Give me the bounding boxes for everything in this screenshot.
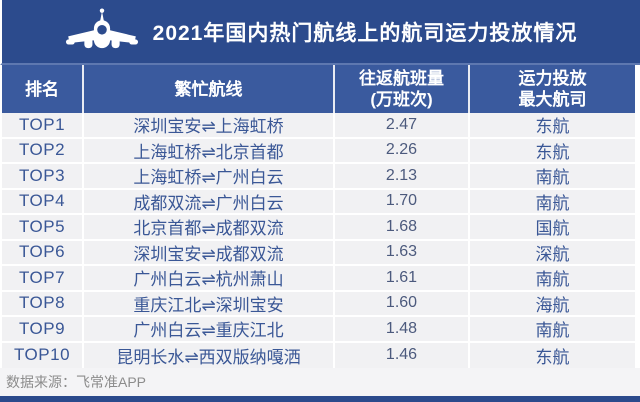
table-row: TOP1 深圳宝安⇌上海虹桥 2.47 东航 <box>2 113 635 139</box>
footer: 数据来源：飞常准APP <box>0 368 640 396</box>
table-row: TOP3 上海虹桥⇌广州白云 2.13 南航 <box>2 164 635 190</box>
rank-cell: TOP9 <box>2 317 84 341</box>
column-header-flights-line2: (万班次) <box>370 90 433 109</box>
flights-cell: 2.26 <box>335 138 470 162</box>
table-header-row: 排名 繁忙航线 往返航班量 (万班次) 运力投放 最大航司 <box>2 65 635 113</box>
rank-cell: TOP10 <box>2 342 84 368</box>
route-cell: 深圳宝安⇌成都双流 <box>84 240 335 264</box>
airline-cell: 深航 <box>535 244 570 264</box>
table-row: TOP6 深圳宝安⇌成都双流 1.63 深航 <box>2 240 635 266</box>
column-header-route: 繁忙航线 <box>84 65 335 113</box>
rank-cell: TOP2 <box>2 138 84 162</box>
rank-cell: TOP7 <box>2 266 84 290</box>
route-cell: 深圳宝安⇌上海虹桥 <box>84 113 335 137</box>
column-header-airline: 运力投放 最大航司 <box>470 65 635 113</box>
flights-cell: 1.61 <box>335 266 470 290</box>
flights-cell: 1.68 <box>335 215 470 239</box>
table-row: TOP4 成都双流⇌广州白云 1.70 南航 <box>2 189 635 215</box>
table-row: TOP10 昆明长水⇌西双版纳嘎洒 1.46 东航 <box>2 342 635 368</box>
flights-cell: 2.47 <box>335 113 470 137</box>
airline-cell: 国航 <box>535 219 570 239</box>
flights-cell: 1.46 <box>335 342 470 368</box>
airline-cell: 南航 <box>535 321 570 341</box>
routes-table: 排名 繁忙航线 往返航班量 (万班次) 运力投放 最大航司 TOP1 深圳宝安⇌… <box>0 65 640 368</box>
column-header-route-label: 繁忙航线 <box>174 79 243 99</box>
flights-cell: 1.63 <box>335 240 470 264</box>
rank-cell: TOP3 <box>2 164 84 188</box>
column-header-rank: 排名 <box>2 65 84 113</box>
rank-cell: TOP8 <box>2 291 84 315</box>
data-source-label: 数据来源：飞常准APP <box>6 374 147 390</box>
column-header-flights-line1: 往返航班量 <box>359 69 444 88</box>
page-title: 2021年国内热门航线上的航司运力投放情况 <box>152 21 578 45</box>
table-row: TOP2 上海虹桥⇌北京首都 2.26 东航 <box>2 138 635 164</box>
route-cell: 广州白云⇌重庆江北 <box>84 317 335 341</box>
column-header-flights: 往返航班量 (万班次) <box>335 65 470 113</box>
airline-cell: 南航 <box>535 168 570 188</box>
airline-cell: 东航 <box>535 142 570 162</box>
bottom-bar <box>0 396 640 402</box>
route-cell: 上海虹桥⇌北京首都 <box>84 138 335 162</box>
flights-cell: 1.60 <box>335 291 470 315</box>
route-cell: 重庆江北⇌深圳宝安 <box>84 291 335 315</box>
rank-cell: TOP4 <box>2 189 84 213</box>
banner: 2021年国内热门航线上的航司运力投放情况 <box>0 0 640 65</box>
flights-cell: 2.13 <box>335 164 470 188</box>
airline-cell: 南航 <box>535 193 570 213</box>
rank-cell: TOP1 <box>2 113 84 137</box>
rank-cell: TOP5 <box>2 215 84 239</box>
airplane-front-icon <box>65 7 138 48</box>
table-row: TOP8 重庆江北⇌深圳宝安 1.60 海航 <box>2 291 635 317</box>
route-cell: 上海虹桥⇌广州白云 <box>84 164 335 188</box>
table-body: TOP1 深圳宝安⇌上海虹桥 2.47 东航 TOP2 上海虹桥⇌北京首都 2.… <box>2 113 635 368</box>
rank-cell: TOP6 <box>2 240 84 264</box>
route-cell: 北京首都⇌成都双流 <box>84 215 335 239</box>
airline-cell: 东航 <box>535 117 570 137</box>
table-row: TOP9 广州白云⇌重庆江北 1.48 南航 <box>2 317 635 343</box>
airline-cell: 海航 <box>535 295 570 315</box>
table-row: TOP7 广州白云⇌杭州萧山 1.61 南航 <box>2 266 635 292</box>
route-cell: 成都双流⇌广州白云 <box>84 189 335 213</box>
route-cell: 昆明长水⇌西双版纳嘎洒 <box>84 342 335 368</box>
airline-cell: 南航 <box>535 270 570 290</box>
column-header-airline-line2: 最大航司 <box>518 90 587 109</box>
flights-cell: 1.48 <box>335 317 470 341</box>
column-header-airline-line1: 运力投放 <box>518 69 587 88</box>
airline-cell: 东航 <box>535 347 570 367</box>
route-cell: 广州白云⇌杭州萧山 <box>84 266 335 290</box>
table-row: TOP5 北京首都⇌成都双流 1.68 国航 <box>2 215 635 241</box>
column-header-rank-label: 排名 <box>25 79 59 99</box>
flights-cell: 1.70 <box>335 189 470 213</box>
